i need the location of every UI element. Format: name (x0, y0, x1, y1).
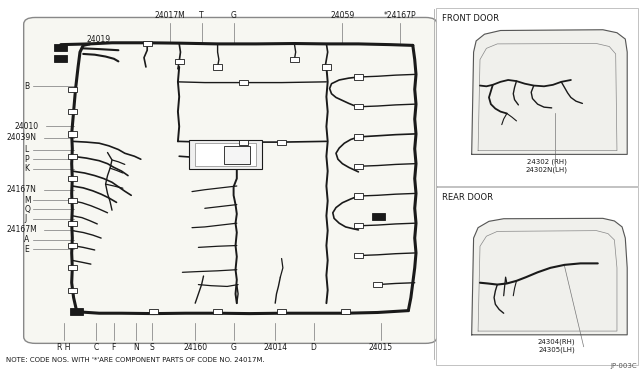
Bar (68, 265, 77, 270)
Bar (68, 154, 77, 159)
Bar (175, 59, 184, 64)
Bar (341, 309, 350, 314)
Bar (224, 146, 250, 164)
Text: 24010: 24010 (14, 122, 38, 131)
Bar (373, 282, 382, 287)
Bar (68, 288, 77, 293)
Bar (68, 243, 77, 248)
Text: F: F (112, 343, 116, 352)
Bar (68, 221, 77, 226)
Polygon shape (472, 218, 627, 335)
Text: 24160: 24160 (183, 343, 207, 352)
Text: REAR DOOR: REAR DOOR (442, 193, 493, 202)
Text: 24167M: 24167M (6, 225, 37, 234)
Bar (521, 86, 529, 91)
Bar (213, 309, 222, 314)
Bar (68, 131, 77, 137)
Text: Q: Q (24, 205, 30, 214)
Bar (354, 253, 363, 258)
Bar (189, 140, 262, 169)
Text: R H: R H (57, 343, 71, 352)
Text: 24017M: 24017M (154, 12, 185, 20)
Text: N: N (133, 343, 138, 352)
Text: 24015: 24015 (369, 343, 393, 352)
Bar (567, 80, 575, 84)
Bar (68, 109, 77, 114)
Bar (354, 74, 363, 80)
Bar (322, 64, 331, 70)
Bar (239, 140, 248, 145)
Bar (239, 80, 248, 85)
Bar (372, 213, 385, 220)
Bar (354, 104, 363, 109)
Text: *24167P: *24167P (384, 12, 416, 20)
Bar (480, 82, 489, 87)
Text: T: T (199, 12, 204, 20)
Text: P: P (24, 155, 29, 164)
Text: A: A (24, 235, 29, 244)
Bar (354, 164, 363, 169)
Text: 24167N: 24167N (6, 185, 36, 194)
Text: B: B (24, 82, 29, 91)
Polygon shape (472, 30, 627, 154)
Bar (54, 44, 67, 51)
Text: G: G (230, 12, 237, 20)
Bar (68, 87, 77, 92)
Bar (461, 81, 473, 88)
Text: L: L (24, 145, 29, 154)
Bar (290, 57, 299, 62)
Bar (195, 143, 256, 166)
Bar (354, 193, 363, 199)
Bar (436, 8, 638, 186)
Bar (70, 308, 83, 315)
FancyBboxPatch shape (24, 17, 437, 343)
Text: D: D (310, 343, 317, 352)
Bar (143, 41, 152, 46)
Text: 24014: 24014 (263, 343, 287, 352)
Bar (500, 311, 508, 315)
Bar (213, 64, 222, 70)
Text: NOTE: CODE NOS. WITH '*'ARE COMPONENT PARTS OF CODE NO. 24017M.: NOTE: CODE NOS. WITH '*'ARE COMPONENT PA… (6, 357, 265, 363)
Bar (594, 261, 602, 266)
Bar (68, 198, 77, 203)
Text: S: S (150, 343, 155, 352)
Text: G: G (230, 343, 237, 352)
Bar (277, 309, 286, 314)
Text: 24302 (RH)
24302N(LH): 24302 (RH) 24302N(LH) (526, 159, 568, 173)
Text: 24059: 24059 (330, 12, 355, 20)
Bar (436, 187, 638, 365)
Text: C: C (93, 343, 99, 352)
Bar (68, 176, 77, 181)
Bar (540, 87, 548, 92)
Bar (461, 278, 474, 286)
Bar (149, 309, 158, 314)
Text: E: E (24, 245, 29, 254)
Bar (354, 134, 363, 140)
Text: 24039N: 24039N (6, 133, 36, 142)
Text: JP·003C: JP·003C (610, 363, 637, 369)
Text: 24304(RH)
24305(LH): 24304(RH) 24305(LH) (538, 339, 575, 353)
Text: 24019: 24019 (86, 35, 111, 44)
Text: M: M (24, 196, 31, 205)
Text: FRONT DOOR: FRONT DOOR (442, 14, 499, 23)
Bar (54, 55, 67, 62)
Text: K: K (24, 164, 29, 173)
Bar (480, 281, 489, 286)
Bar (354, 223, 363, 228)
Text: J: J (24, 214, 27, 223)
Bar (277, 140, 286, 145)
